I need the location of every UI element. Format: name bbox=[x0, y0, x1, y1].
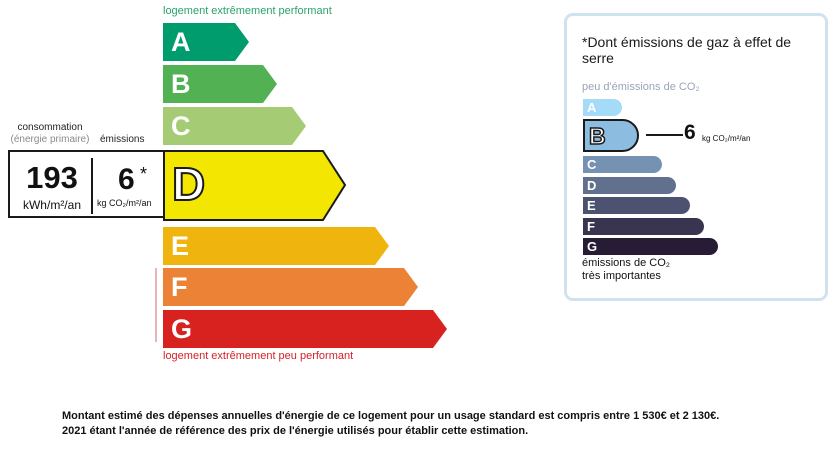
energy-class-e-letter: E bbox=[171, 231, 190, 261]
ges-class-g-bar: G bbox=[583, 238, 718, 255]
ges-class-b-letter: B bbox=[588, 122, 606, 150]
ges-class-e-bar: E bbox=[583, 197, 690, 214]
consumption-sublabel: (énergie primaire) bbox=[10, 134, 90, 145]
energy-class-f-letter: F bbox=[171, 272, 188, 302]
ges-class-a-bar: A bbox=[583, 99, 622, 116]
emissions-label: émissions bbox=[100, 134, 145, 145]
emissions-asterisk: * bbox=[140, 164, 148, 184]
energy-class-d-letter: D bbox=[171, 157, 206, 211]
rating-values-box: 193 kWh/m²/an 6 * kg CO₂/m²/an bbox=[8, 150, 163, 218]
ges-bottom-label: émissions de CO₂ très importantes bbox=[582, 257, 670, 283]
ges-class-f-bar: F bbox=[583, 218, 704, 235]
energy-class-g-band: G bbox=[163, 310, 447, 348]
energy-class-d-band bbox=[163, 150, 347, 221]
energy-class-a-band: A bbox=[163, 23, 249, 61]
ges-class-a-letter: A bbox=[587, 100, 597, 115]
cost-estimate-line1: Montant estimé des dépenses annuelles d'… bbox=[62, 410, 720, 422]
ges-title: *Dont émissions de gaz à effet de serre bbox=[582, 34, 792, 66]
ges-top-label: peu d'émissions de CO₂ bbox=[582, 81, 700, 93]
ges-class-f-letter: F bbox=[587, 219, 595, 234]
ges-class-b-bar: B bbox=[583, 119, 639, 152]
ges-class-e-letter: E bbox=[587, 198, 596, 213]
top-performance-label: logement extrêmement performant bbox=[163, 5, 332, 17]
consumption-title: consommation bbox=[17, 122, 83, 133]
ges-class-c-letter: C bbox=[587, 157, 597, 172]
ges-class-g-letter: G bbox=[587, 239, 598, 254]
scale-divider bbox=[155, 268, 157, 342]
cost-estimate-note: Montant estimé des dépenses annuelles d'… bbox=[62, 409, 719, 439]
energy-class-b-band: B bbox=[163, 65, 277, 103]
emissions-value: 6 bbox=[118, 163, 135, 196]
cost-estimate-line2: 2021 étant l'année de référence des prix… bbox=[62, 425, 529, 437]
energy-class-f-band: F bbox=[163, 268, 418, 306]
ges-bottom-label-line2: très importantes bbox=[582, 270, 661, 282]
ges-panel: *Dont émissions de gaz à effet de serre … bbox=[564, 13, 828, 301]
consumption-label: consommation (énergie primaire) bbox=[10, 122, 90, 146]
ges-value: 6 bbox=[684, 121, 696, 144]
values-separator bbox=[91, 158, 93, 214]
ges-unit: kg CO₂/m²/an bbox=[702, 134, 751, 143]
ges-bottom-label-line1: émissions de CO₂ bbox=[582, 257, 671, 269]
energy-class-e-band: E bbox=[163, 227, 389, 265]
energy-class-c-band: C bbox=[163, 107, 306, 145]
energy-class-g-letter: G bbox=[171, 314, 193, 344]
emissions-unit: kg CO₂/m²/an bbox=[97, 198, 152, 208]
ges-class-d-bar: D bbox=[583, 177, 676, 194]
energy-class-b-letter: B bbox=[171, 69, 191, 99]
energy-class-c-letter: C bbox=[171, 111, 191, 141]
energy-class-a-letter: A bbox=[171, 27, 191, 57]
consumption-unit: kWh/m²/an bbox=[22, 198, 81, 212]
ges-class-d-letter: D bbox=[587, 178, 597, 193]
ges-pointer-line bbox=[646, 134, 683, 136]
ges-class-c-bar: C bbox=[583, 156, 662, 173]
bottom-performance-label: logement extrêmement peu performant bbox=[163, 350, 354, 362]
consumption-value: 193 bbox=[26, 160, 78, 195]
